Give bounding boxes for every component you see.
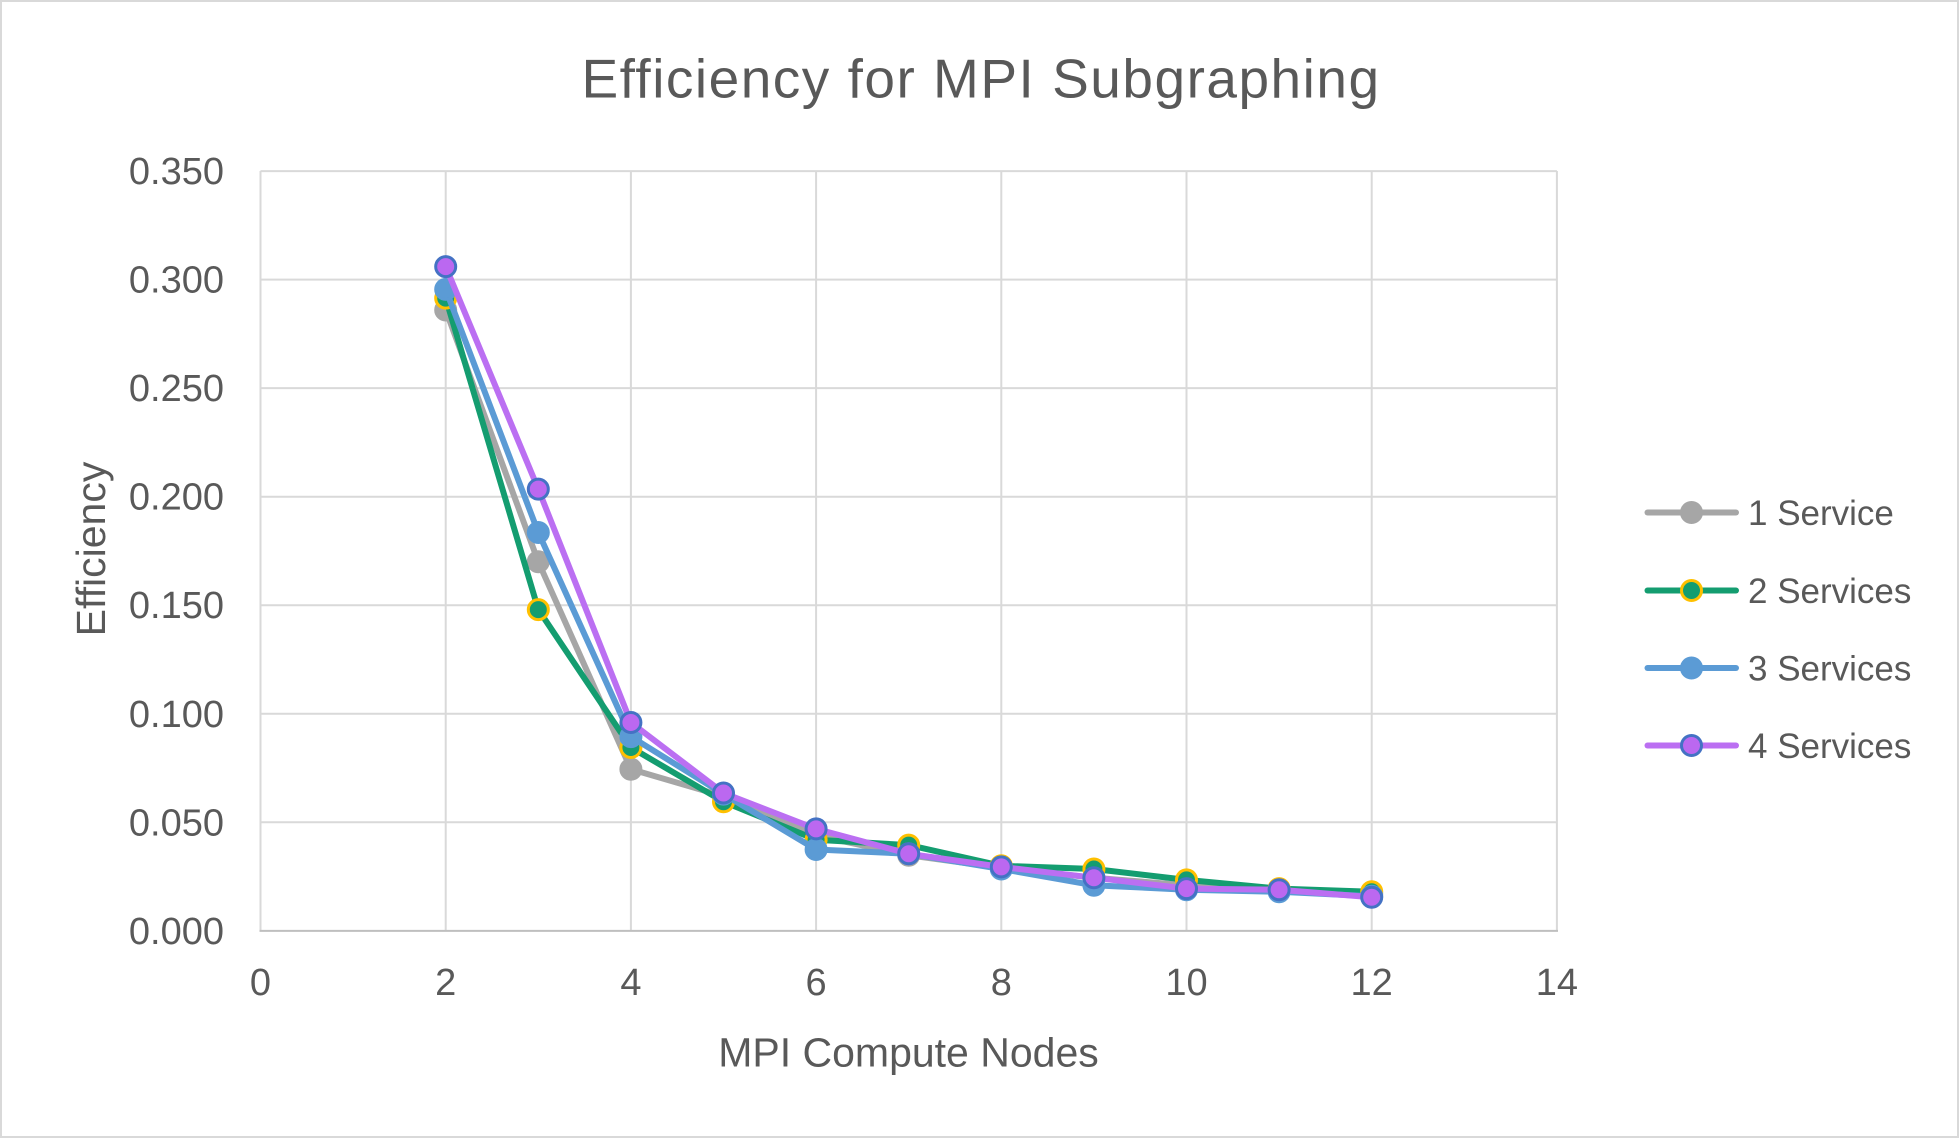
svg-text:0.000: 0.000 — [129, 911, 224, 953]
svg-text:4 Services: 4 Services — [1748, 727, 1911, 766]
svg-text:MPI Compute Nodes: MPI Compute Nodes — [718, 1030, 1099, 1076]
svg-text:Efficiency: Efficiency — [68, 461, 114, 636]
svg-text:0: 0 — [250, 962, 271, 1004]
svg-text:4: 4 — [620, 962, 641, 1004]
svg-text:12: 12 — [1351, 962, 1393, 1004]
svg-text:0.200: 0.200 — [129, 477, 224, 519]
svg-text:8: 8 — [991, 962, 1012, 1004]
svg-text:0.350: 0.350 — [129, 151, 224, 193]
svg-text:0.100: 0.100 — [129, 694, 224, 736]
svg-text:10: 10 — [1165, 962, 1207, 1004]
svg-text:2: 2 — [435, 962, 456, 1004]
svg-text:Efficiency for MPI Subgraphing: Efficiency for MPI Subgraphing — [581, 48, 1380, 110]
svg-text:0.300: 0.300 — [129, 260, 224, 302]
svg-text:14: 14 — [1536, 962, 1578, 1004]
svg-text:0.150: 0.150 — [129, 585, 224, 627]
svg-text:2 Services: 2 Services — [1748, 572, 1911, 611]
svg-text:1 Service: 1 Service — [1748, 494, 1894, 533]
svg-text:3 Services: 3 Services — [1748, 650, 1911, 689]
svg-text:6: 6 — [806, 962, 827, 1004]
svg-text:0.250: 0.250 — [129, 368, 224, 410]
svg-text:0.050: 0.050 — [129, 802, 224, 844]
